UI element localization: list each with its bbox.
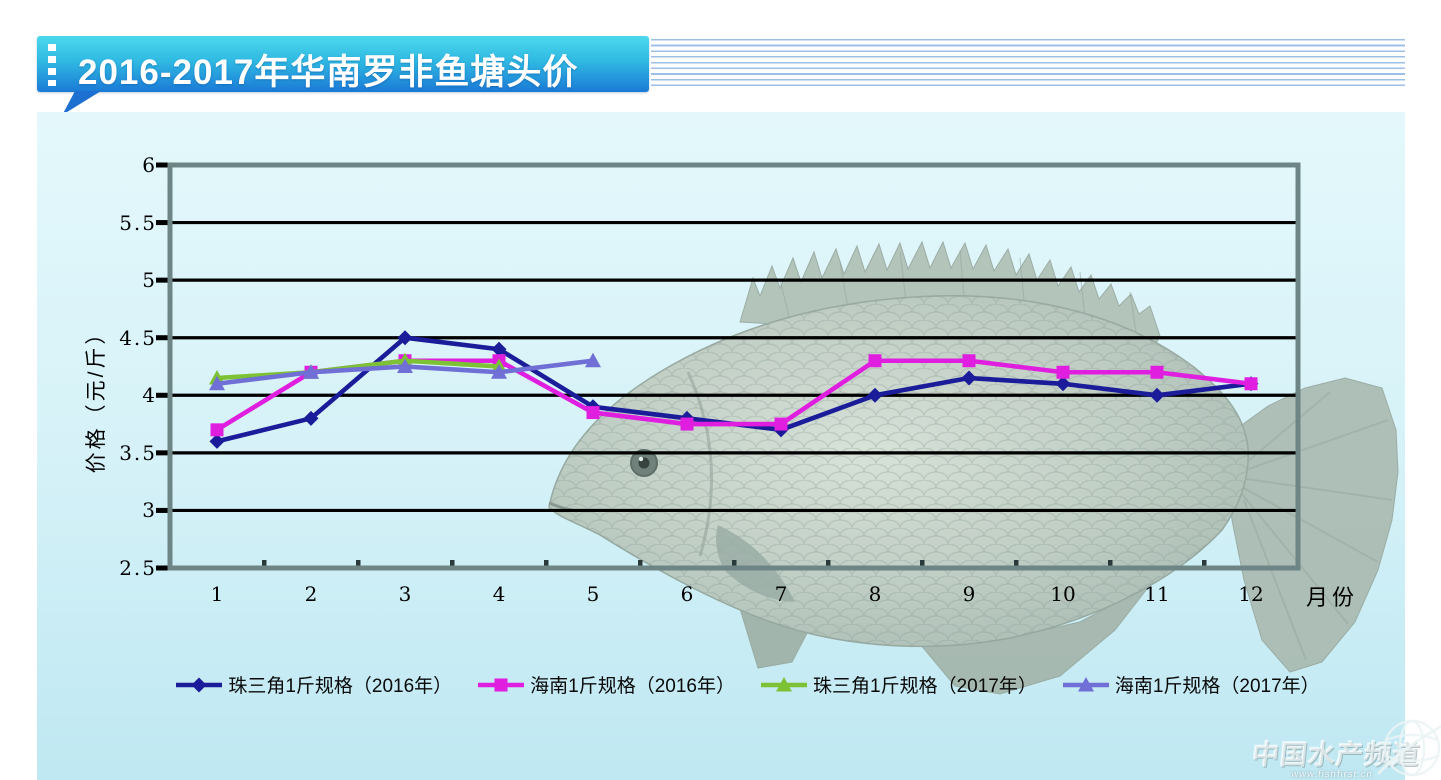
x-tick-label: 10 [1050,582,1076,606]
y-tick-label: 2.5 [119,556,157,580]
y-tick-label: 4 [142,383,157,408]
legend-marker-icon [478,678,525,691]
legend-item: 海南1斤规格（2016年） [478,671,735,698]
chart-legend: 珠三角1斤规格（2016年） 海南1斤规格（2016年） 珠三角1斤规格（201… [168,671,1328,698]
legend-marker-icon [761,676,807,691]
legend-item: 海南1斤规格（2017年） [1062,671,1320,698]
x-tick-label: 11 [1144,582,1170,606]
globe-icon [1376,719,1441,777]
plot-frame [167,162,1301,571]
banner-dash-decoration [48,44,56,86]
y-tick-label: 6 [142,153,157,177]
gridlines [156,162,1296,571]
y-tick-label: 4.5 [119,325,157,350]
legend-item: 珠三角1斤规格（2016年） [176,671,452,698]
y-tick-label: 3.5 [119,440,157,465]
y-tick-label: 5 [142,268,157,293]
x-axis-title: 月份 [1306,585,1359,610]
y-tick-label: 3 [142,498,157,523]
x-tick-label: 7 [774,582,788,606]
data-series [209,330,1259,449]
x-tick-label: 3 [398,582,412,606]
legend-label: 海南1斤规格（2017年） [1114,676,1320,697]
pinstripe-decoration [651,39,1405,89]
x-tick-label: 12 [1238,582,1264,606]
legend-label: 海南1斤规格（2016年） [530,676,735,697]
x-tick-label: 5 [586,582,600,606]
legend-item: 珠三角1斤规格（2017年） [761,671,1037,698]
x-tick-label: 1 [210,582,224,606]
x-tick-label: 8 [868,582,882,606]
x-tick-label: 9 [962,582,976,606]
y-tick-label: 5.5 [119,210,157,235]
legend-marker-icon [176,677,223,692]
fish-image [548,240,1399,695]
legend-label: 珠三角1斤规格（2017年） [813,676,1037,697]
x-tick-label: 6 [680,582,694,606]
x-tick-label: 2 [304,582,318,606]
legend-marker-icon [1062,676,1109,691]
title-banner: 2016-2017年华南罗非鱼塘头价 [37,36,649,92]
legend-label: 珠三角1斤规格（2016年） [228,676,453,697]
page-title: 2016-2017年华南罗非鱼塘头价 [78,53,579,92]
x-tick-label: 4 [492,582,506,606]
